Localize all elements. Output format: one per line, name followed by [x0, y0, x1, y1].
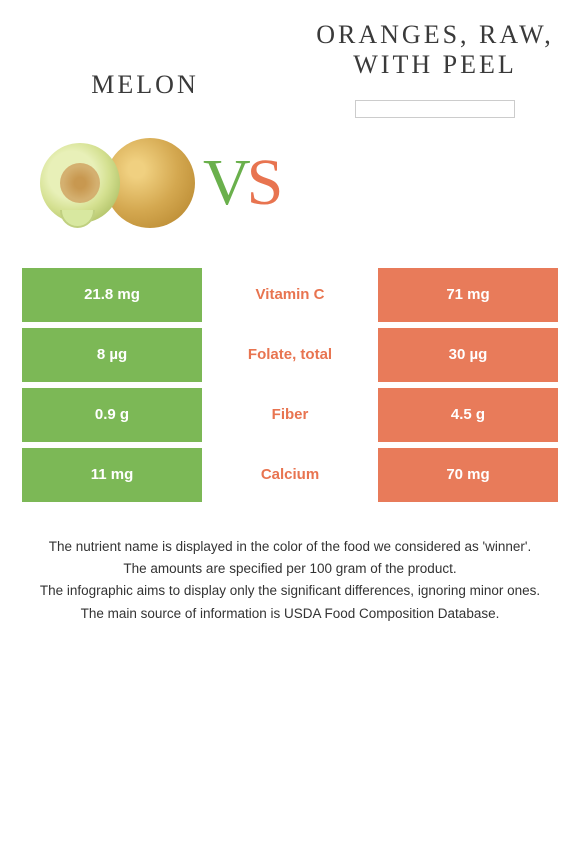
- right-value: 30 µg: [378, 328, 558, 382]
- nutrient-label: Folate, total: [202, 328, 378, 382]
- footer-line: The main source of information is USDA F…: [20, 604, 560, 624]
- left-value: 21.8 mg: [22, 268, 202, 322]
- table-row: 0.9 g Fiber 4.5 g: [22, 388, 558, 442]
- image-placeholder: [355, 100, 515, 118]
- table-row: 11 mg Calcium 70 mg: [22, 448, 558, 502]
- right-food-title: ORANGES, RAW, WITH PEEL: [290, 20, 580, 80]
- nutrient-label: Calcium: [202, 448, 378, 502]
- footer-line: The amounts are specified per 100 gram o…: [20, 559, 560, 579]
- nutrient-label: Fiber: [202, 388, 378, 442]
- right-value: 70 mg: [378, 448, 558, 502]
- right-header-col: ORANGES, RAW, WITH PEEL: [290, 20, 580, 123]
- right-value: 4.5 g: [378, 388, 558, 442]
- table-row: 8 µg Folate, total 30 µg: [22, 328, 558, 382]
- left-value: 8 µg: [22, 328, 202, 382]
- header: MELON ORANGES, RAW, WITH PEEL: [0, 0, 580, 123]
- nutrient-label: Vitamin C: [202, 268, 378, 322]
- footer-line: The infographic aims to display only the…: [20, 581, 560, 601]
- right-value: 71 mg: [378, 268, 558, 322]
- nutrient-table: 21.8 mg Vitamin C 71 mg 8 µg Folate, tot…: [22, 268, 558, 502]
- left-food-title: MELON: [0, 20, 290, 100]
- melon-image: [40, 138, 195, 228]
- left-value: 11 mg: [22, 448, 202, 502]
- left-value: 0.9 g: [22, 388, 202, 442]
- footer-line: The nutrient name is displayed in the co…: [20, 537, 560, 557]
- hero-row: VS: [0, 123, 580, 268]
- left-header-col: MELON: [0, 20, 290, 123]
- table-row: 21.8 mg Vitamin C 71 mg: [22, 268, 558, 322]
- vs-label: VS: [203, 145, 279, 221]
- footer-notes: The nutrient name is displayed in the co…: [0, 537, 580, 624]
